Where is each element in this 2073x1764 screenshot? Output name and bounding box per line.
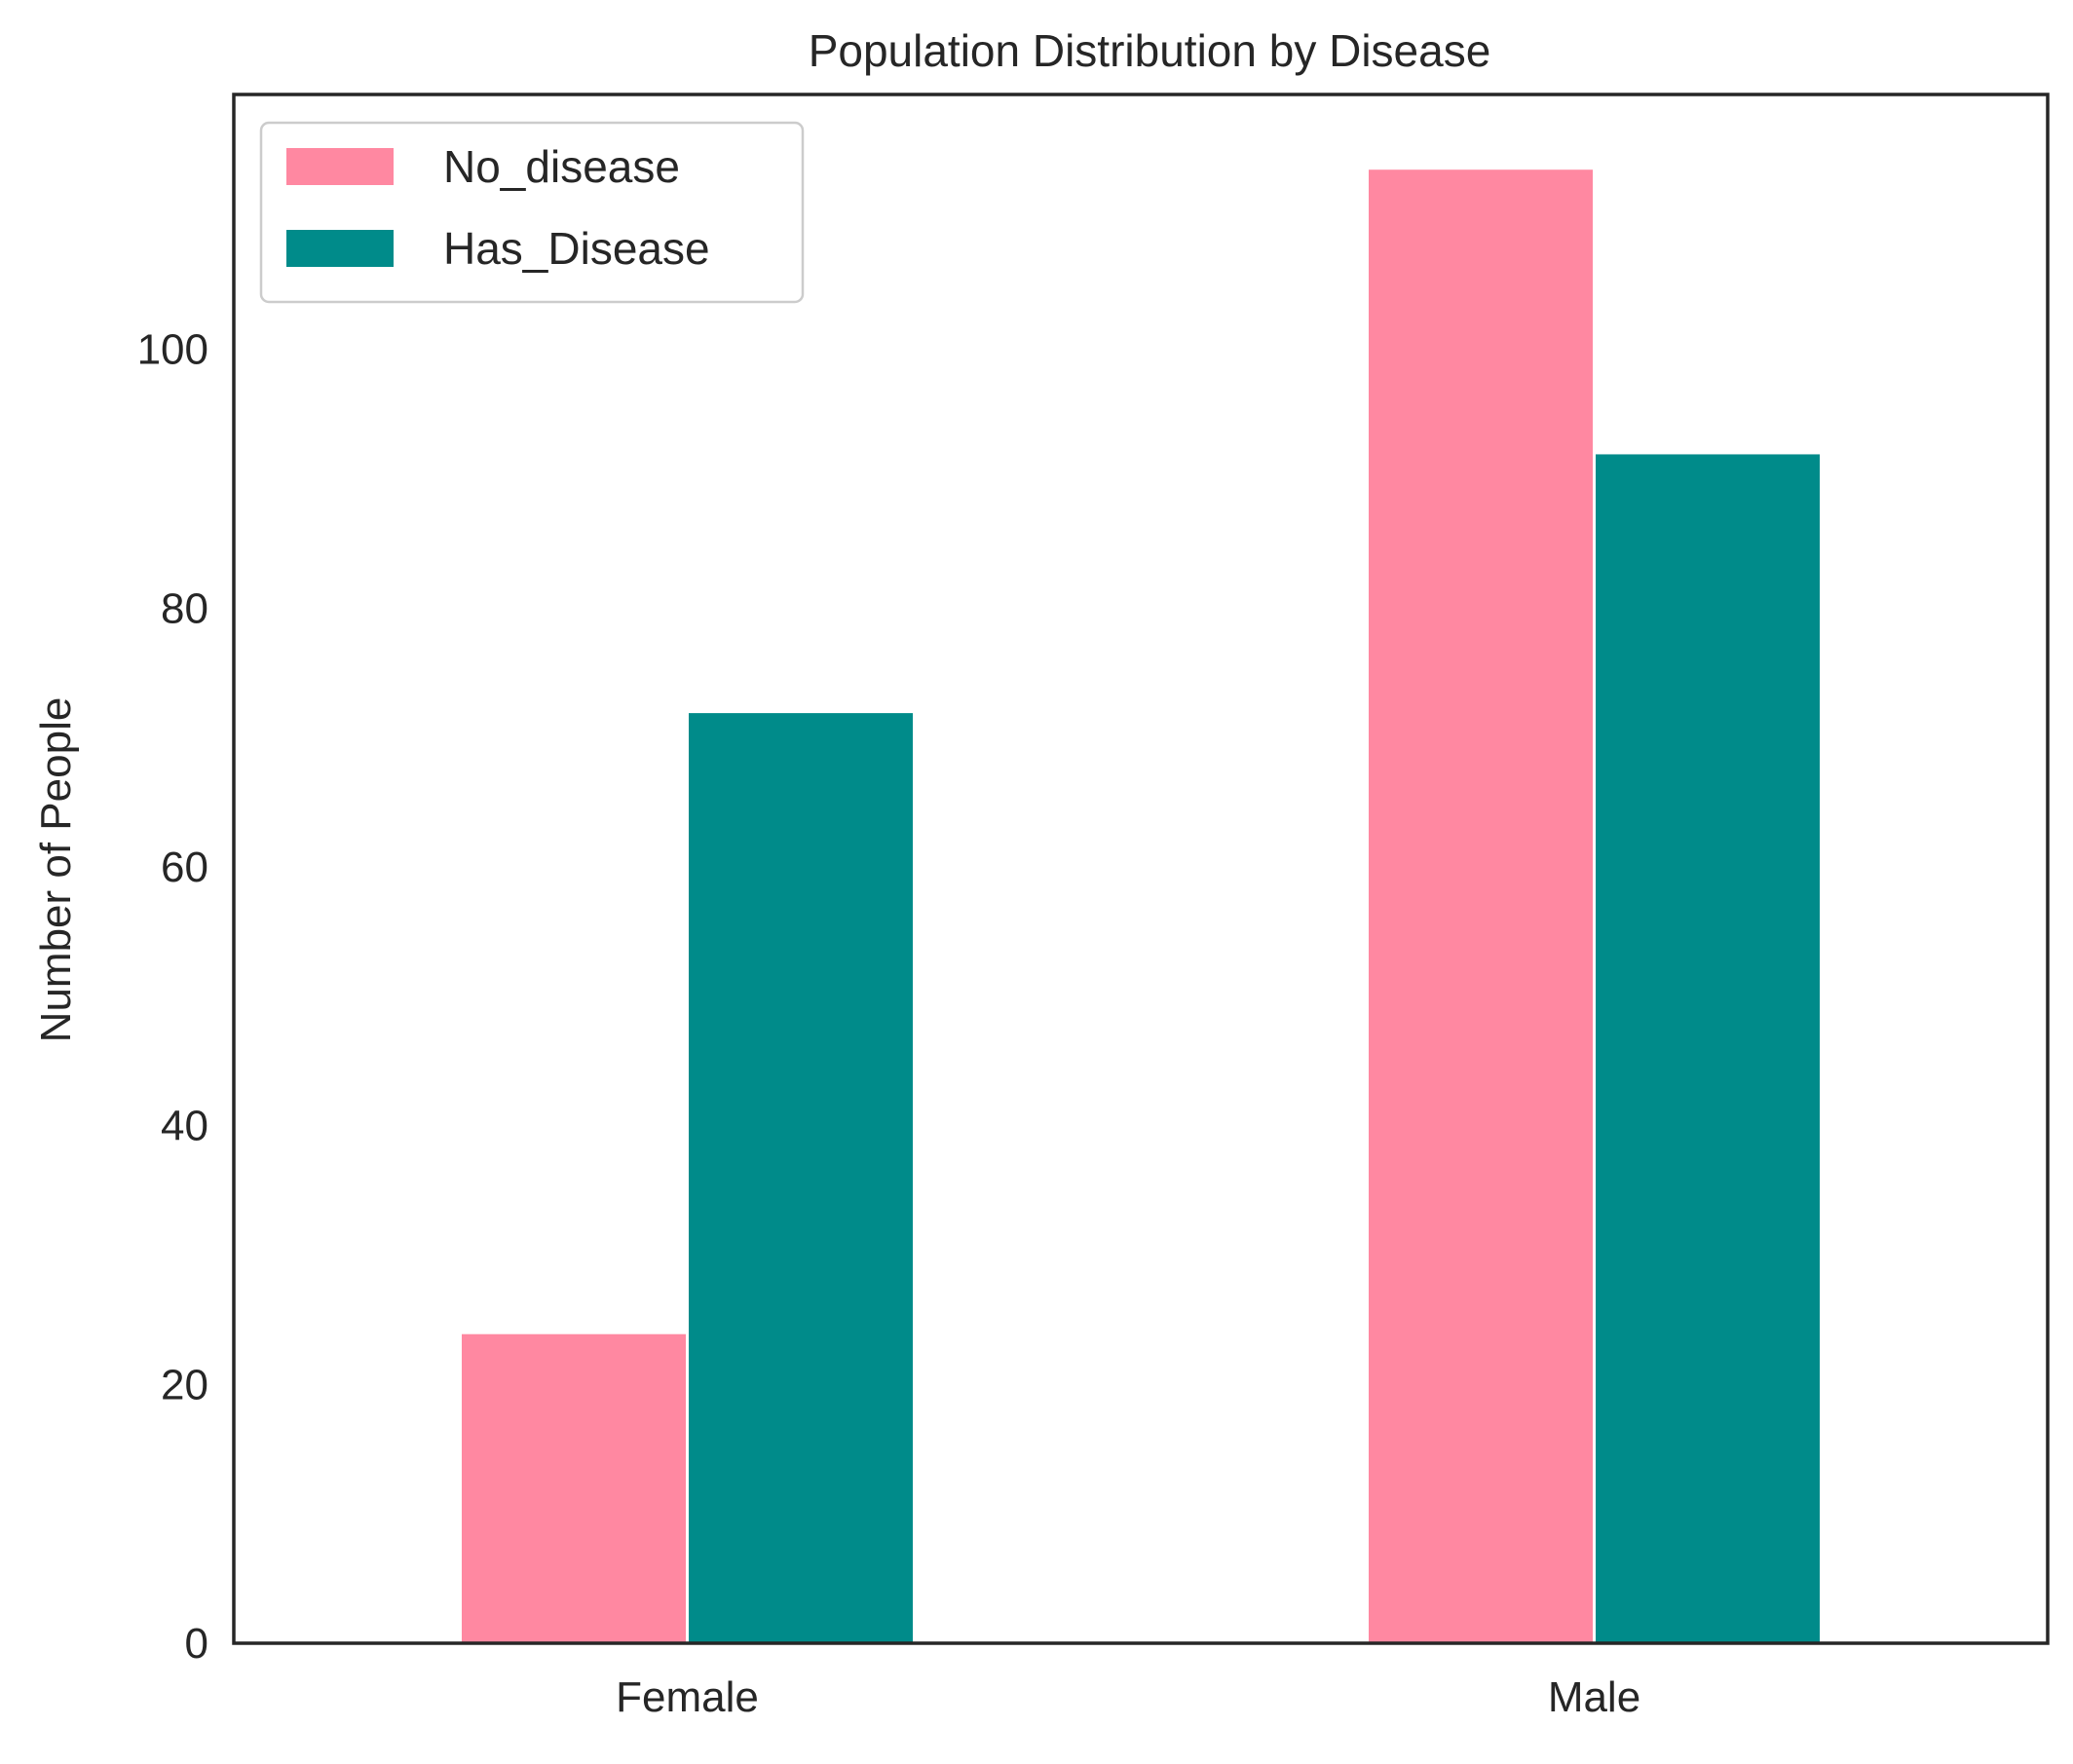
y-tick-label: 20 — [161, 1361, 208, 1408]
x-tick-label: Female — [616, 1673, 759, 1721]
legend-swatch — [286, 230, 394, 267]
legend-box — [259, 121, 805, 304]
legend-label: Has_Disease — [443, 223, 710, 274]
y-tick-label: 100 — [137, 326, 208, 374]
bar-no-disease-male — [1366, 167, 1596, 1645]
legend: No_disease Has_Disease — [259, 121, 805, 304]
bar-has-disease-male — [1593, 451, 1823, 1645]
x-tick-label: Male — [1548, 1673, 1640, 1721]
y-axis-label: Number of People — [32, 697, 80, 1043]
legend-swatch — [286, 148, 394, 185]
x-ticks-group: Female Male — [616, 1673, 1640, 1721]
bars-group — [459, 167, 1823, 1645]
bar-has-disease-female — [686, 710, 916, 1645]
legend-label: No_disease — [443, 141, 680, 192]
bar-no-disease-female — [459, 1331, 689, 1645]
y-tick-label: 60 — [161, 844, 208, 891]
y-tick-label: 0 — [185, 1620, 208, 1668]
y-tick-label: 40 — [161, 1103, 208, 1150]
y-tick-label: 80 — [161, 584, 208, 632]
chart-title: Population Distribution by Disease — [809, 25, 1491, 76]
y-ticks-group: 0 20 40 60 80 100 — [137, 326, 208, 1668]
plot-frame — [232, 93, 2050, 1645]
